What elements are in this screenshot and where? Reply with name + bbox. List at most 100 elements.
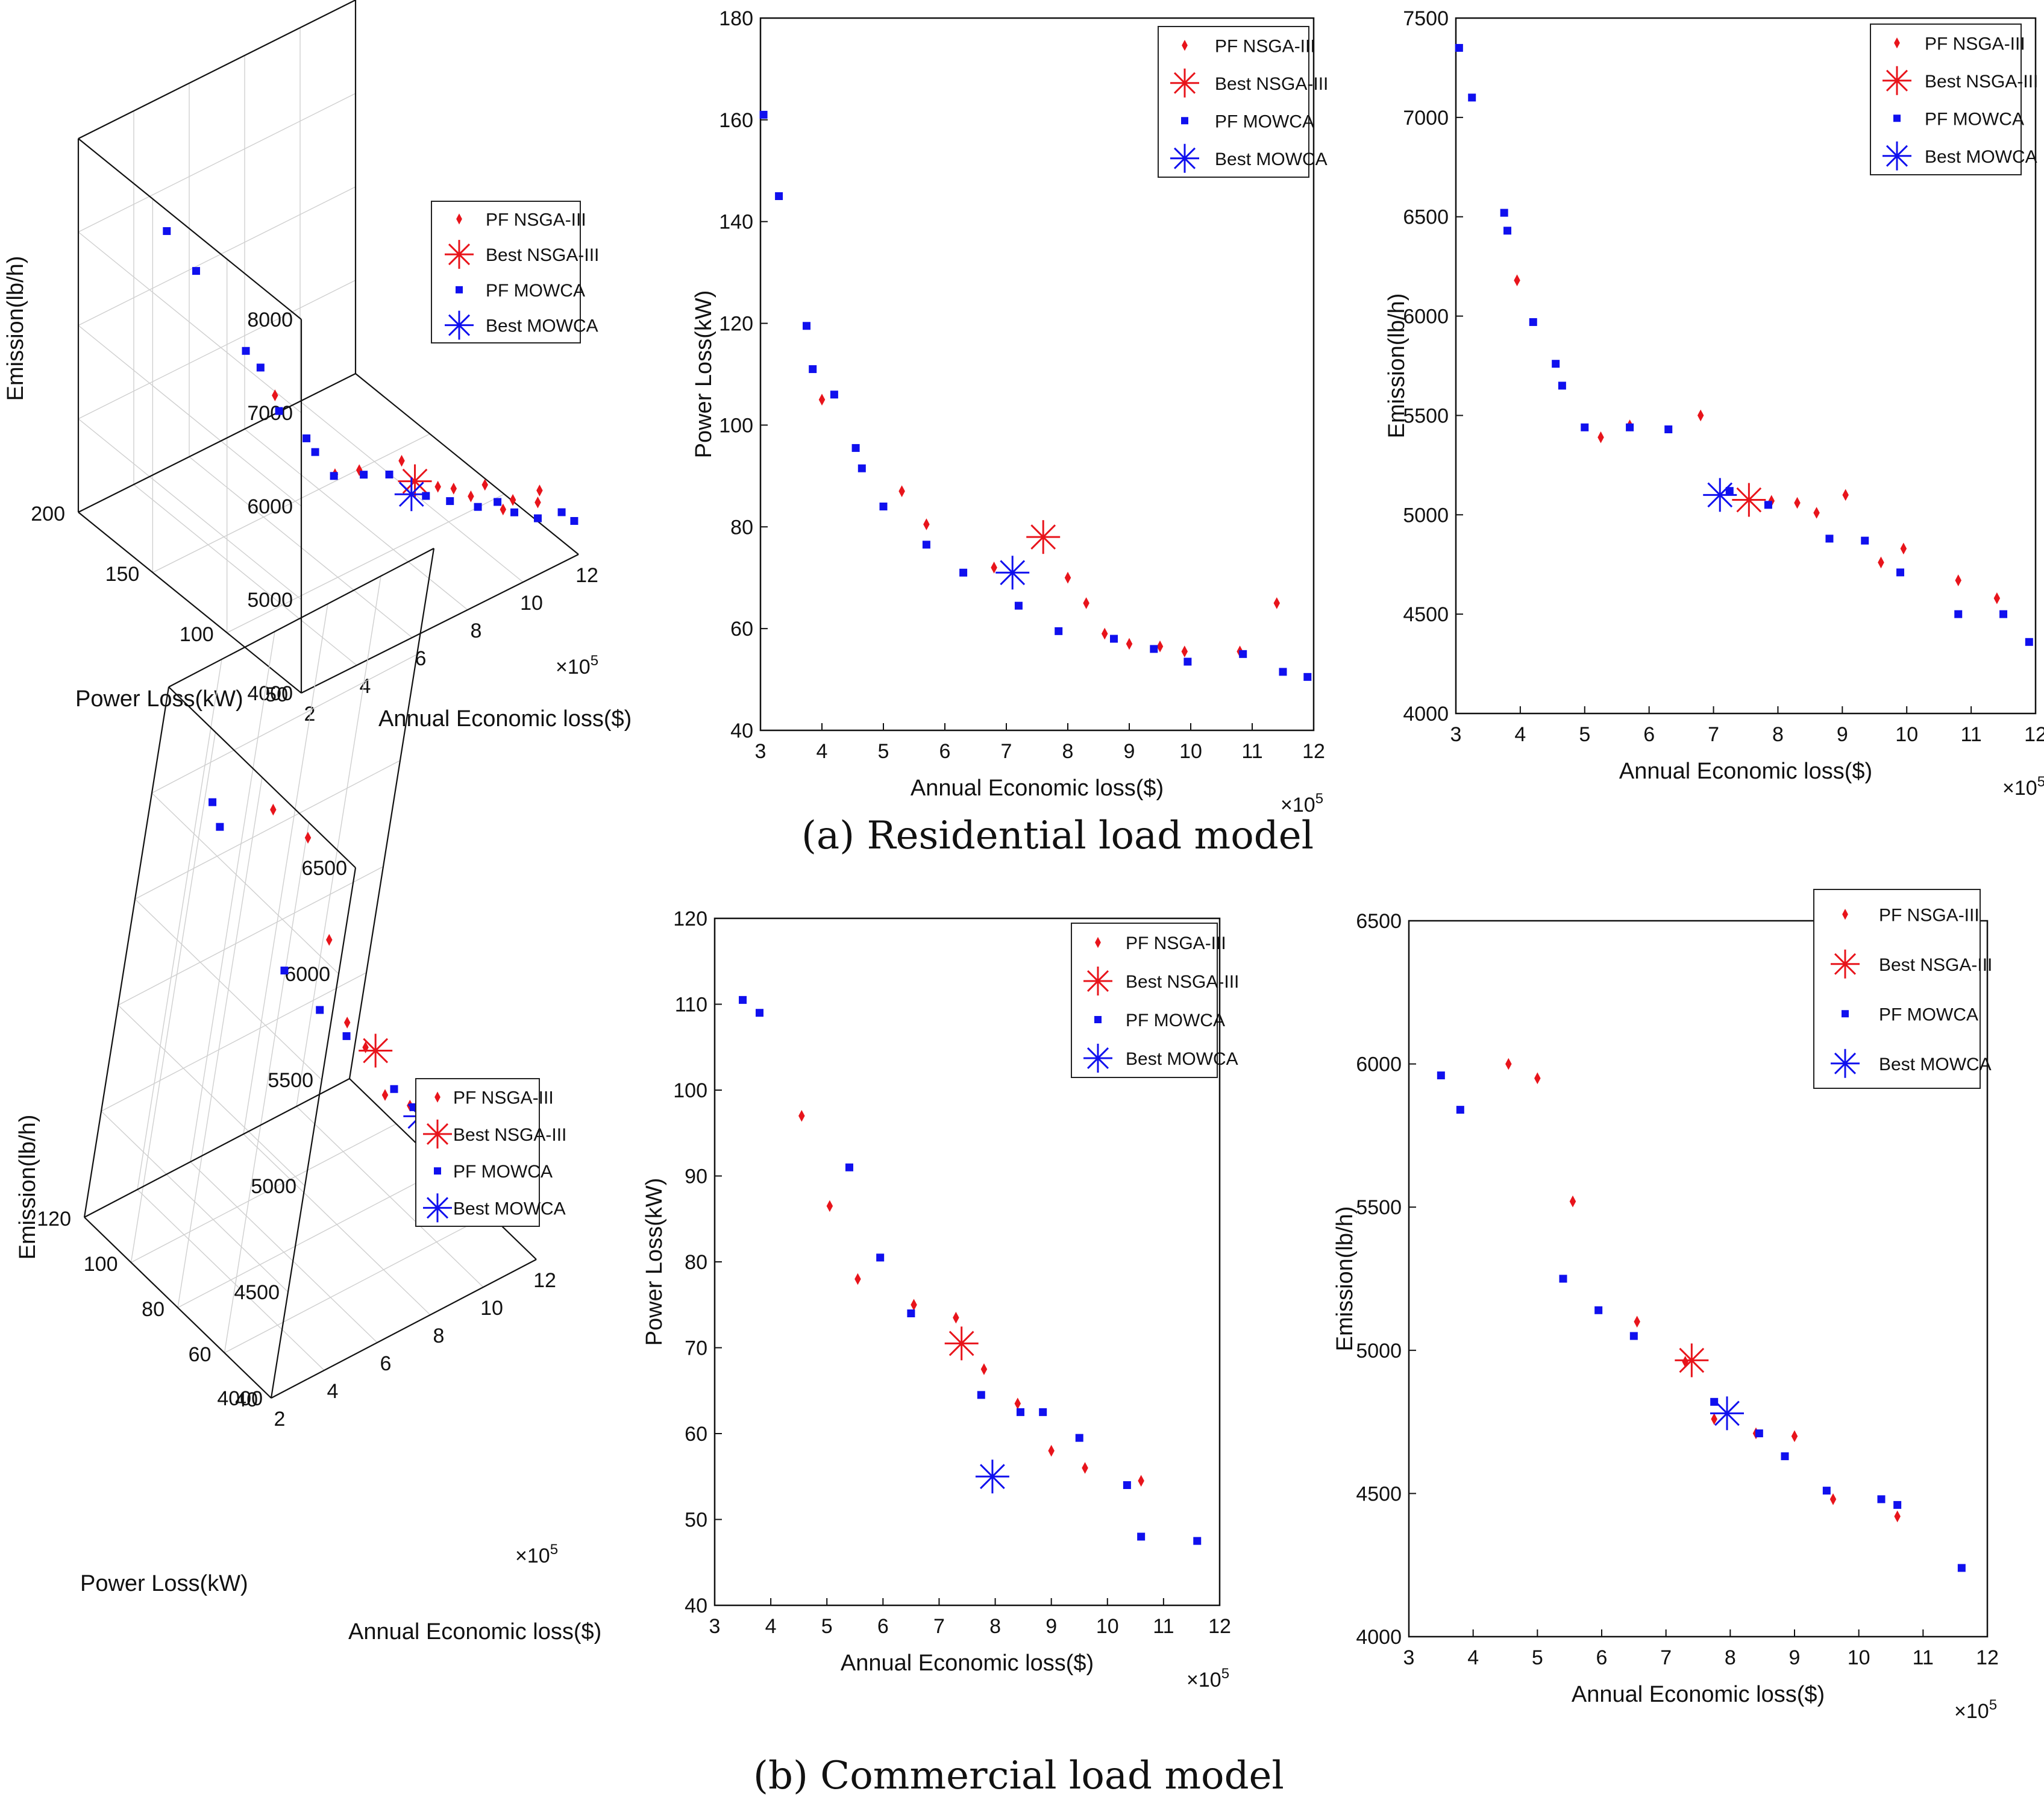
x-tick-label: 11 — [1960, 723, 1981, 746]
x-tick-label: 10 — [1179, 740, 1202, 763]
mowca-pareto-point — [1503, 227, 1512, 235]
legend-best-mowca-marker-stroke — [1173, 147, 1196, 169]
z-tick-label: 7000 — [247, 402, 293, 425]
mowca-pareto-point — [422, 492, 430, 500]
mowca-pareto-point — [494, 498, 502, 506]
z-tick-label: 8000 — [247, 309, 293, 331]
mowca-pareto-point — [759, 110, 768, 119]
nsga-pareto-point — [1569, 1195, 1576, 1208]
box-edge — [271, 1259, 537, 1399]
y-tick-label: 70 — [685, 1337, 707, 1360]
y-axis-label: Emission(lb/h) — [1332, 1206, 1358, 1352]
x-tick-label: 11 — [1241, 740, 1262, 763]
legend-label: Best NSGA-III — [1215, 74, 1328, 94]
x-tick-label: 8 — [989, 1615, 1001, 1638]
chart-residential-emission: 3 4 5 6 7 8 9 10 11 12 4000 4500 5000 5500 6000 6500 700… — [1384, 7, 2044, 800]
mowca-pareto-point — [907, 1309, 915, 1317]
legend-label: Best NSGA-III — [1126, 972, 1239, 992]
mowca-pareto-point — [1781, 1452, 1789, 1461]
legend-best-nsga-marker-stroke — [448, 243, 471, 266]
grid-line — [224, 1214, 490, 1353]
mowca-pareto-point — [280, 967, 289, 975]
nsga-pareto-point — [854, 1273, 861, 1285]
nsga-pareto-point — [1156, 640, 1164, 653]
y-axis-label: Power Loss(kW) — [642, 1178, 667, 1346]
legend-label: Best MOWCA — [1925, 147, 2037, 167]
chart-commercial-power-loss: 3 4 5 6 7 8 9 10 11 12 40 50 60 70 80 90 100 110 120 Annual… — [642, 908, 1239, 1692]
grid-line — [78, 231, 302, 413]
x-axis-multiplier: ×105 — [1954, 1697, 1997, 1723]
nsga-pareto-point — [434, 480, 441, 493]
y-tick-label: 60 — [189, 1343, 212, 1366]
nsga-pareto-point — [911, 1299, 917, 1311]
box-edge — [84, 1217, 272, 1399]
best-nsga-marker — [359, 1033, 393, 1068]
best-nsga-marker — [1026, 520, 1061, 554]
mowca-pareto-point — [256, 363, 265, 372]
box-edge — [355, 373, 579, 555]
y-axis-label: Power Loss(kW) — [75, 686, 243, 712]
legend-best-mowca-marker — [1831, 1049, 1860, 1078]
grid-line — [118, 1005, 306, 1187]
y-tick-label: 7000 — [1403, 107, 1449, 130]
x-tick-label: 8 — [1772, 723, 1784, 746]
plot-frame — [1455, 17, 2037, 715]
legend-best-nsga-marker-stroke — [426, 1123, 449, 1145]
mowca-pareto-point — [385, 470, 393, 478]
legend-best-mowca-marker — [1083, 1044, 1112, 1073]
mowca-pareto-point — [1016, 1408, 1024, 1416]
best-nsga-marker — [1732, 483, 1766, 517]
y-tick-label: 4500 — [1356, 1482, 1402, 1505]
x-axis-label: Annual Economic loss($) — [911, 776, 1164, 801]
z-tick-label: 5000 — [251, 1175, 296, 1198]
nsga-pareto-point — [500, 503, 507, 516]
legend-best-mowca-marker — [445, 310, 474, 340]
legend-label: PF NSGA-III — [1126, 933, 1226, 953]
mowca-pareto-point — [1437, 1071, 1445, 1080]
x-tick-label: 6 — [1596, 1646, 1608, 1669]
x-tick-label: 9 — [1789, 1646, 1801, 1669]
nsga-pareto-point — [1878, 556, 1884, 569]
mowca-pareto-point — [1529, 318, 1537, 326]
y-axis-label: Power Loss(kW) — [80, 1571, 248, 1596]
best-nsga-marker-stroke — [1030, 524, 1056, 550]
legend-best-mowca-marker-stroke — [1834, 1052, 1857, 1074]
mowca-pareto-point — [1559, 1275, 1567, 1283]
mowca-pareto-point — [845, 1163, 853, 1171]
nsga-pareto-point — [468, 490, 474, 503]
z-tick-label: 5500 — [268, 1069, 313, 1092]
best-mowca-marker — [394, 477, 428, 512]
z-tick-label: 6000 — [247, 495, 293, 518]
grid-line — [151, 654, 418, 794]
x-tick-label: 2 — [274, 1408, 286, 1431]
x-tick-label: 5 — [878, 740, 889, 763]
mowca-pareto-point — [876, 1253, 885, 1262]
grid-line — [78, 93, 356, 233]
legend-box — [1071, 923, 1218, 1078]
x-tick-label: 7 — [1001, 740, 1012, 763]
legend-label: PF NSGA-III — [1925, 34, 2025, 54]
grid-line — [137, 659, 222, 1190]
grid-line — [101, 1111, 289, 1293]
chart-commercial-emission: 3 4 5 6 7 8 9 10 11 12 4000 4500 5000 5500 6000 6500 Ann… — [1332, 889, 1999, 1723]
x-tick-label: 4 — [765, 1615, 777, 1638]
nsga-pareto-point — [1048, 1444, 1055, 1457]
x-tick-label: 6 — [380, 1352, 392, 1375]
mowca-pareto-point — [1893, 1500, 1902, 1509]
y-tick-label: 40 — [235, 1388, 258, 1411]
mowca-pareto-point — [1455, 43, 1463, 52]
x-tick-label: 9 — [1124, 740, 1135, 763]
legend-best-mowca-marker-stroke — [1886, 145, 1908, 167]
box-edge — [83, 686, 170, 1218]
legend-best-mowca-marker-stroke — [448, 314, 471, 336]
grid-line — [296, 575, 381, 1107]
mowca-pareto-point — [2025, 638, 2033, 646]
mowca-pareto-point — [1075, 1434, 1083, 1442]
z-tick-label: 4500 — [234, 1281, 280, 1304]
nsga-pareto-point — [1064, 571, 1071, 584]
mowca-pareto-point — [1150, 645, 1158, 653]
mowca-pareto-point — [434, 1167, 441, 1175]
grid-line — [134, 898, 322, 1080]
nsga-pareto-point — [1101, 627, 1108, 640]
